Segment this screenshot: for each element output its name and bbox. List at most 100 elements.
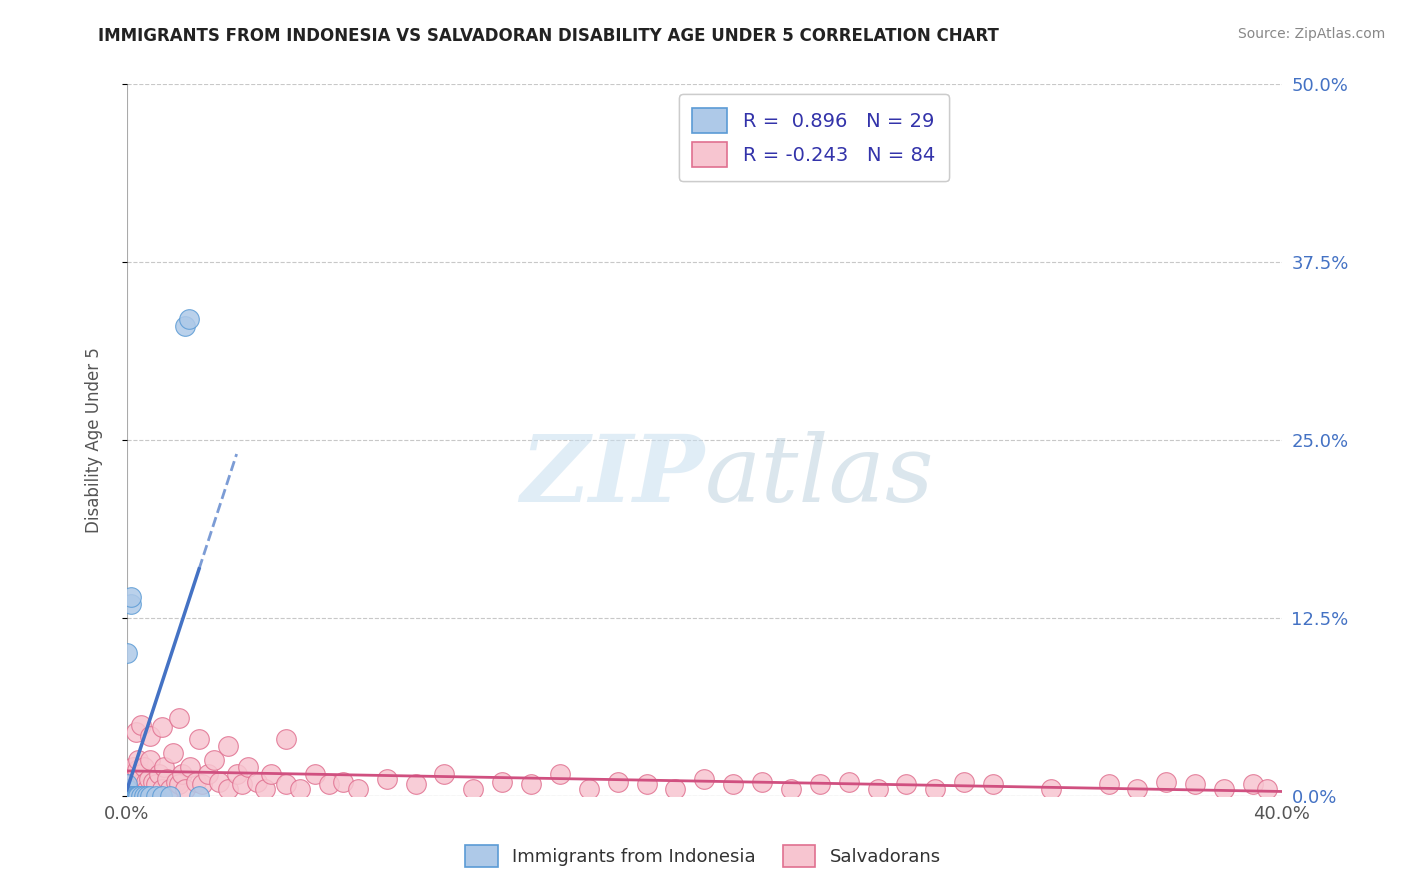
Point [153, 760, 176, 774]
Point [115, 777, 138, 791]
Point [924, 781, 946, 796]
Point [167, 777, 190, 791]
Legend: Immigrants from Indonesia, Salvadorans: Immigrants from Indonesia, Salvadorans [458, 838, 948, 874]
Point [121, 760, 143, 774]
Point [1241, 777, 1264, 791]
Point [122, 789, 145, 803]
Point [118, 789, 141, 803]
Point [274, 731, 297, 746]
Point [120, 597, 142, 611]
Point [162, 746, 184, 760]
Point [115, 647, 138, 661]
Point [491, 774, 513, 789]
Point [173, 781, 195, 796]
Point [179, 760, 201, 774]
Point [124, 781, 146, 796]
Point [120, 590, 142, 604]
Point [134, 760, 156, 774]
Point [1039, 781, 1062, 796]
Point [150, 721, 173, 735]
Point [124, 789, 146, 803]
Point [347, 781, 370, 796]
Text: IMMIGRANTS FROM INDONESIA VS SALVADORAN DISABILITY AGE UNDER 5 CORRELATION CHART: IMMIGRANTS FROM INDONESIA VS SALVADORAN … [98, 27, 1000, 45]
Point [139, 753, 162, 767]
Point [246, 774, 269, 789]
Point [118, 767, 141, 781]
Point [173, 319, 195, 334]
Point [188, 789, 211, 803]
Point [115, 789, 138, 803]
Point [191, 777, 214, 791]
Point [159, 781, 181, 796]
Point [1097, 777, 1119, 791]
Text: Source: ZipAtlas.com: Source: ZipAtlas.com [1237, 27, 1385, 41]
Point [548, 767, 571, 781]
Point [953, 774, 976, 789]
Point [1126, 781, 1149, 796]
Point [433, 767, 456, 781]
Point [121, 789, 143, 803]
Text: ZIP: ZIP [520, 431, 704, 521]
Point [225, 767, 247, 781]
Point [751, 774, 773, 789]
Point [115, 789, 138, 803]
Point [125, 763, 148, 777]
Point [780, 781, 803, 796]
Point [405, 777, 427, 791]
Point [636, 777, 658, 791]
Point [177, 312, 200, 326]
Point [150, 781, 173, 796]
Point [167, 710, 190, 724]
Point [115, 789, 138, 803]
Point [254, 781, 277, 796]
Point [202, 753, 225, 767]
Point [127, 789, 149, 803]
Point [115, 789, 138, 803]
Point [332, 774, 354, 789]
Point [1184, 777, 1206, 791]
Point [150, 789, 173, 803]
Point [115, 789, 138, 803]
Point [142, 774, 165, 789]
Point [159, 789, 181, 803]
Point [134, 789, 156, 803]
Point [131, 789, 153, 803]
Point [115, 781, 138, 796]
Point [120, 777, 142, 791]
Point [721, 777, 744, 791]
Point [122, 772, 145, 786]
Point [896, 777, 918, 791]
Point [1213, 781, 1236, 796]
Point [129, 777, 152, 791]
Point [231, 777, 253, 791]
Point [197, 767, 219, 781]
Point [138, 772, 160, 786]
Point [664, 781, 686, 796]
Point [124, 724, 146, 739]
Point [165, 774, 187, 789]
Point [127, 753, 149, 767]
Point [606, 774, 628, 789]
Point [145, 777, 167, 791]
Point [135, 774, 157, 789]
Point [208, 774, 231, 789]
Point [188, 731, 211, 746]
Point [115, 789, 138, 803]
Point [217, 781, 239, 796]
Point [808, 777, 831, 791]
Point [318, 777, 340, 791]
Point [186, 774, 208, 789]
Point [148, 767, 170, 781]
Point [115, 784, 138, 798]
Point [1256, 781, 1278, 796]
Point [145, 789, 167, 803]
Point [1154, 774, 1177, 789]
Point [136, 781, 159, 796]
Point [304, 767, 326, 781]
Point [981, 777, 1004, 791]
Point [121, 789, 143, 803]
Point [520, 777, 543, 791]
Point [131, 767, 153, 781]
Text: atlas: atlas [704, 431, 934, 521]
Point [156, 772, 179, 786]
